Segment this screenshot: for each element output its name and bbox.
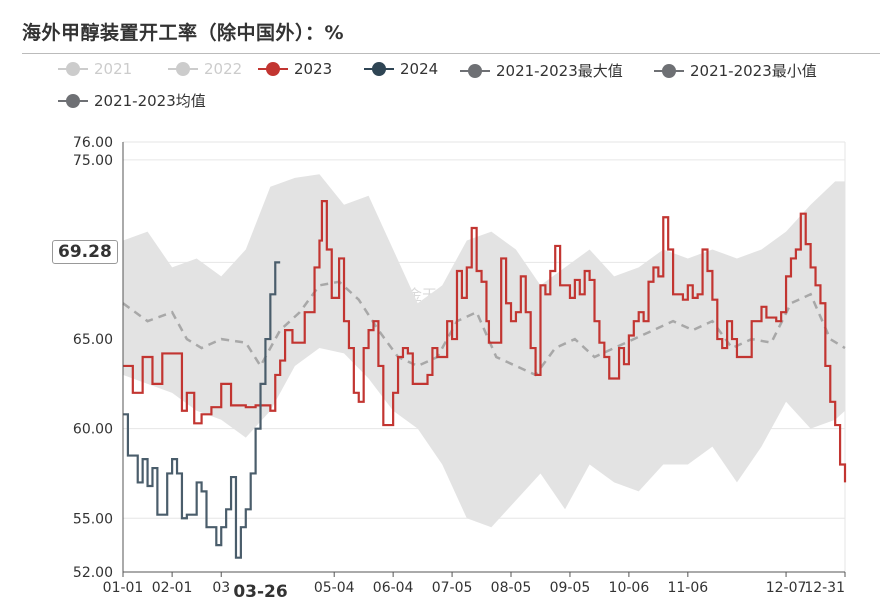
- y-tick-label: 55.00: [73, 511, 113, 527]
- y-tick-label: 76.00: [73, 135, 113, 151]
- y-tick-label: 60.00: [73, 422, 113, 438]
- legend-label: 2021-2023最大值: [496, 62, 623, 80]
- legend-item-2021[interactable]: 2021: [58, 60, 132, 78]
- legend-symbol-icon: [168, 62, 198, 76]
- title-divider: [22, 53, 880, 54]
- legend-symbol-icon: [58, 93, 88, 108]
- y-tick-label: 65.00: [73, 332, 113, 348]
- x-tick-label: 09-05: [550, 580, 591, 596]
- x-tick-label: 11-06: [667, 580, 708, 596]
- x-tick-label: 07-05: [432, 580, 473, 596]
- series-line-avg: [122, 280, 846, 377]
- x-tick-label: 12-31: [804, 580, 845, 596]
- x-tick-label: 03: [212, 580, 230, 596]
- chart-title: 海外甲醇装置开工率（除中国外）：%: [22, 22, 345, 44]
- x-tick-label: 02-01: [152, 580, 193, 596]
- x-tick-label: 08-05: [491, 580, 532, 596]
- x-pointer-label: 03-26: [233, 582, 287, 602]
- legend-item-2022[interactable]: 2022: [168, 60, 242, 78]
- y-pointer-label: 69.28: [52, 240, 118, 264]
- x-tick-label: 01-01: [103, 580, 144, 596]
- y-tick-label: 75.00: [73, 153, 113, 169]
- legend-label: 2022: [204, 60, 243, 78]
- legend-label: 2021-2023均值: [94, 92, 206, 110]
- x-tick-label: 06-04: [373, 580, 414, 596]
- y-tick-label: 52.00: [73, 565, 113, 581]
- legend-symbol-icon: [364, 62, 394, 76]
- legend-label: 2021: [94, 60, 133, 78]
- x-tick-label: 05-04: [314, 580, 355, 596]
- legend-label: 2021-2023最小值: [690, 62, 817, 80]
- legend-symbol-icon: [258, 62, 288, 76]
- legend-symbol-icon: [58, 62, 88, 76]
- legend-item-avg[interactable]: 2021-2023均值: [58, 90, 206, 111]
- legend-label: 2023: [294, 60, 333, 78]
- series-line-2024: [123, 261, 281, 559]
- legend-symbol-icon: [460, 63, 490, 78]
- x-tick-label: 10-06: [609, 580, 650, 596]
- series-line-2023: [123, 200, 847, 483]
- range-band-max-min: [123, 174, 845, 528]
- legend-item-max[interactable]: 2021-2023最大值: [460, 60, 623, 81]
- legend-label: 2024: [400, 60, 439, 78]
- x-tick-label: 12-07: [766, 580, 807, 596]
- legend-item-2024[interactable]: 2024: [364, 60, 438, 78]
- legend-symbol-icon: [654, 63, 684, 78]
- legend-item-min[interactable]: 2021-2023最小值: [654, 60, 817, 81]
- legend-item-2023[interactable]: 2023: [258, 60, 332, 78]
